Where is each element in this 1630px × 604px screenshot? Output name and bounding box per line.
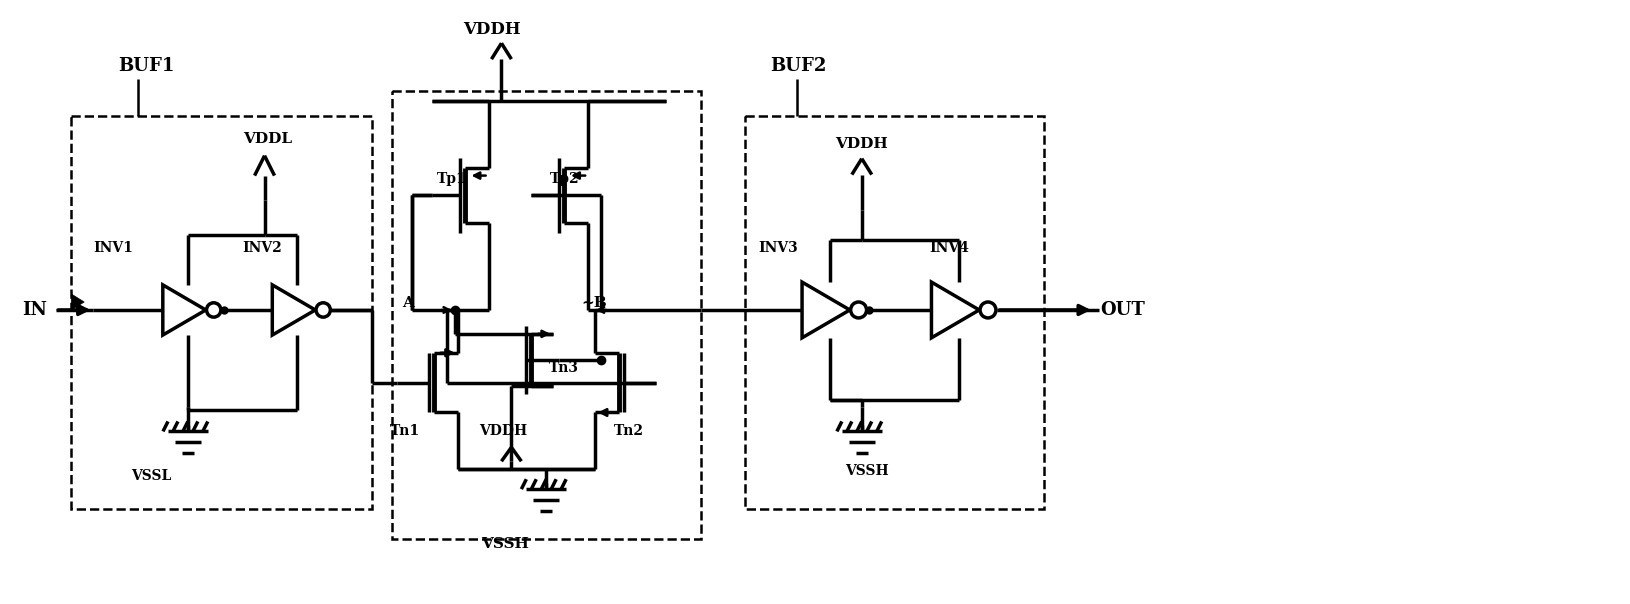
Text: VSSL: VSSL: [130, 469, 171, 483]
Text: A: A: [403, 296, 414, 310]
Text: ~B: ~B: [580, 296, 606, 310]
Text: Tn2: Tn2: [615, 425, 644, 439]
Text: INV3: INV3: [758, 241, 799, 255]
Bar: [745, 116, 1043, 509]
Text: BUF1: BUF1: [119, 57, 174, 75]
Circle shape: [207, 303, 222, 317]
Text: Tp2: Tp2: [551, 172, 580, 185]
Circle shape: [980, 302, 996, 318]
Text: OUT: OUT: [1100, 301, 1146, 319]
Polygon shape: [272, 285, 315, 335]
Text: VDDL: VDDL: [243, 132, 292, 146]
Polygon shape: [72, 294, 85, 310]
Bar: [391, 91, 701, 539]
Text: VDDH: VDDH: [479, 425, 528, 439]
Text: BUF2: BUF2: [771, 57, 826, 75]
Text: Tn3: Tn3: [549, 361, 579, 374]
Bar: [72, 116, 372, 509]
Text: VSSH: VSSH: [481, 537, 530, 551]
Text: IN: IN: [21, 301, 47, 319]
Text: VDDH: VDDH: [835, 137, 888, 151]
Text: Tp1: Tp1: [437, 172, 466, 185]
Text: Tn1: Tn1: [390, 425, 421, 439]
Text: VSSH: VSSH: [844, 464, 888, 478]
Polygon shape: [163, 285, 205, 335]
Text: VDDH: VDDH: [463, 21, 522, 38]
Circle shape: [851, 302, 867, 318]
Text: INV4: INV4: [929, 241, 970, 255]
Circle shape: [316, 303, 331, 317]
Text: INV2: INV2: [243, 241, 282, 255]
Polygon shape: [802, 282, 849, 338]
Polygon shape: [931, 282, 980, 338]
Text: INV1: INV1: [93, 241, 134, 255]
